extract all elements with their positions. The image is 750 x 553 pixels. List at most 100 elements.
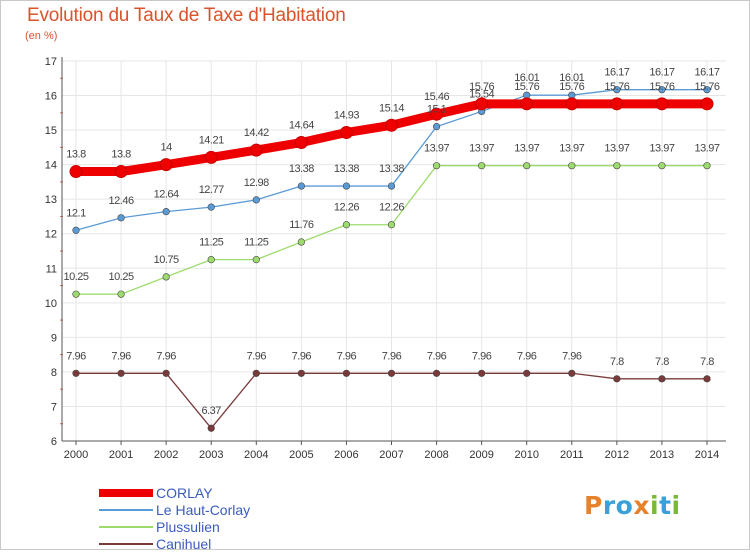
data-label: 13.97 bbox=[694, 143, 719, 155]
data-point bbox=[387, 221, 396, 229]
y-tick-label: 10 bbox=[45, 298, 57, 310]
data-label: 16.01 bbox=[559, 72, 584, 84]
legend-label-le-haut-corlay: Le Haut-Corlay bbox=[156, 502, 251, 518]
data-label: 16.17 bbox=[604, 67, 629, 79]
data-label: 13.8 bbox=[66, 149, 86, 161]
data-point bbox=[478, 162, 486, 170]
data-point bbox=[703, 86, 711, 94]
data-point bbox=[658, 162, 666, 170]
y-tick-label: 8 bbox=[51, 367, 57, 379]
data-label: 15.76 bbox=[694, 81, 719, 93]
data-point bbox=[252, 369, 260, 377]
data-point bbox=[655, 97, 669, 111]
data-label: 15.76 bbox=[649, 81, 674, 93]
data-label: 12.26 bbox=[379, 202, 404, 214]
data-point bbox=[387, 182, 396, 190]
data-label: 15.76 bbox=[469, 81, 494, 93]
data-point bbox=[520, 97, 534, 111]
data-point bbox=[658, 86, 666, 94]
data-label: 7.8 bbox=[655, 356, 669, 368]
data-point bbox=[700, 97, 714, 111]
data-label: 7.96 bbox=[111, 350, 131, 362]
data-label: 11.25 bbox=[199, 237, 224, 249]
data-point bbox=[703, 162, 711, 170]
data-label: 13.38 bbox=[334, 163, 359, 175]
data-label: 12.1 bbox=[66, 207, 86, 219]
data-point bbox=[523, 162, 531, 170]
logo-letter: t bbox=[659, 491, 672, 520]
x-tick-label: 2000 bbox=[64, 449, 88, 461]
data-label: 7.96 bbox=[337, 350, 357, 362]
data-label: 13.97 bbox=[604, 143, 629, 155]
x-tick-label: 2009 bbox=[469, 449, 493, 461]
data-label: 10.25 bbox=[109, 271, 134, 283]
data-label: 15.76 bbox=[559, 81, 584, 93]
data-point bbox=[565, 97, 579, 111]
data-label: 11.25 bbox=[244, 237, 269, 249]
data-point bbox=[703, 375, 711, 383]
data-label: 16.17 bbox=[649, 67, 674, 79]
data-point bbox=[114, 165, 128, 179]
data-point bbox=[387, 369, 396, 377]
chart-unit-label: (en %) bbox=[25, 30, 58, 42]
x-tick-label: 2007 bbox=[379, 449, 403, 461]
data-point bbox=[432, 162, 441, 170]
data-label: 13.8 bbox=[111, 149, 131, 161]
y-tick-label: 7 bbox=[51, 401, 57, 413]
data-point bbox=[478, 369, 486, 377]
legend-swatch-corlay bbox=[99, 489, 153, 497]
data-label: 15.14 bbox=[379, 102, 404, 114]
data-label: 14.93 bbox=[334, 110, 359, 122]
data-label: 7.96 bbox=[562, 350, 582, 362]
y-tick-label: 13 bbox=[45, 194, 57, 206]
logo-letter: i bbox=[671, 491, 681, 520]
x-tick-label: 2001 bbox=[109, 449, 133, 461]
data-label: 12.77 bbox=[199, 184, 224, 196]
data-point bbox=[207, 203, 215, 211]
logo-letter: r bbox=[602, 491, 616, 520]
data-point bbox=[117, 290, 125, 298]
data-point bbox=[523, 369, 531, 377]
data-point bbox=[475, 97, 489, 111]
data-label: 7.96 bbox=[472, 350, 492, 362]
data-label: 7.8 bbox=[700, 356, 714, 368]
x-tick-label: 2011 bbox=[560, 449, 584, 461]
logo-letter: o bbox=[615, 491, 634, 520]
data-point bbox=[117, 369, 125, 377]
data-point bbox=[342, 221, 351, 229]
data-point bbox=[613, 375, 621, 383]
data-label: 12.46 bbox=[109, 195, 134, 207]
data-label: 15.46 bbox=[424, 91, 449, 103]
data-label: 13.38 bbox=[289, 163, 314, 175]
y-tick-label: 14 bbox=[45, 160, 57, 172]
legend-label-corlay: CORLAY bbox=[156, 485, 213, 501]
x-tick-label: 2014 bbox=[695, 449, 719, 461]
proxiti-logo: Proxiti bbox=[584, 491, 681, 520]
x-tick-label: 2002 bbox=[154, 449, 178, 461]
data-point bbox=[610, 97, 624, 111]
data-point bbox=[339, 126, 353, 140]
data-label: 7.96 bbox=[156, 350, 176, 362]
data-label: 10.25 bbox=[63, 271, 88, 283]
data-label: 16.01 bbox=[514, 72, 539, 84]
data-point bbox=[297, 238, 305, 246]
y-tick-label: 17 bbox=[45, 56, 57, 68]
x-tick-label: 2004 bbox=[244, 449, 268, 461]
data-point bbox=[568, 369, 576, 377]
data-label: 7.96 bbox=[382, 350, 402, 362]
data-label: 15.54 bbox=[469, 88, 494, 100]
data-label: 10.75 bbox=[154, 254, 179, 266]
chart-title: Evolution du Taux de Taxe d'Habitation bbox=[27, 5, 346, 26]
data-point bbox=[204, 150, 218, 164]
data-label: 7.96 bbox=[66, 350, 86, 362]
data-label: 7.96 bbox=[247, 350, 267, 362]
data-label: 13.38 bbox=[379, 163, 404, 175]
x-tick-label: 2008 bbox=[424, 449, 448, 461]
data-label: 15.76 bbox=[514, 81, 539, 93]
data-label: 13.97 bbox=[424, 143, 449, 155]
data-label: 13.97 bbox=[469, 143, 494, 155]
data-point bbox=[294, 136, 308, 150]
legend-swatch-le-haut-corlay bbox=[99, 509, 153, 511]
data-label: 7.96 bbox=[517, 350, 537, 362]
